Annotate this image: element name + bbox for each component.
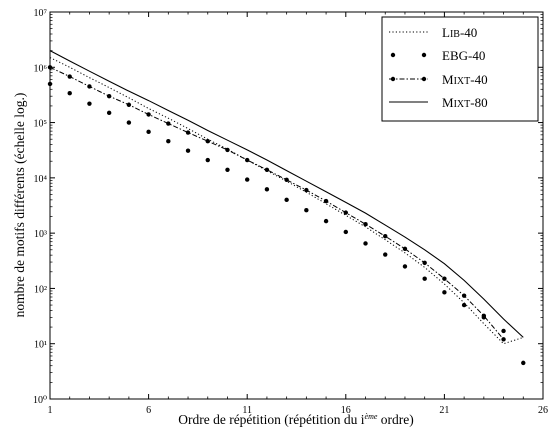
data-point — [304, 187, 309, 193]
x-tick-label: 1 — [48, 405, 53, 416]
data-point — [106, 93, 112, 99]
data-point — [126, 102, 132, 107]
data-point — [47, 65, 53, 70]
data-point — [481, 313, 487, 318]
series-line — [49, 57, 524, 345]
data-point — [442, 290, 447, 295]
data-point — [442, 276, 447, 281]
data-point — [106, 110, 112, 116]
y-tick-label: 10⁰ — [33, 395, 47, 406]
data-point — [343, 210, 348, 215]
data-point — [264, 167, 270, 172]
data-point — [264, 187, 270, 192]
data-point — [501, 328, 506, 334]
y-tick-label: 10⁴ — [34, 174, 48, 185]
y-tick-label: 10⁷ — [34, 8, 48, 19]
legend-label: EBG-40 — [442, 48, 485, 63]
data-point — [363, 222, 368, 227]
x-tick-label: 6 — [146, 405, 151, 416]
legend-marker — [390, 52, 396, 58]
data-point — [323, 218, 329, 224]
data-point — [67, 74, 72, 79]
legend-marker — [390, 76, 396, 82]
y-tick-label: 10³ — [34, 229, 47, 240]
legend-label: MIXT-80 — [442, 95, 488, 110]
data-point — [304, 208, 309, 213]
y-tick-label: 10¹ — [34, 340, 47, 351]
data-point — [383, 252, 388, 257]
data-point — [323, 198, 329, 204]
data-point — [245, 177, 250, 182]
data-point — [402, 246, 408, 252]
data-point — [521, 360, 526, 366]
data-point — [166, 121, 171, 126]
data-point — [126, 120, 132, 125]
series-line — [49, 50, 524, 338]
data-point — [146, 129, 151, 135]
legend-marker — [421, 52, 427, 58]
data-point — [225, 147, 230, 153]
data-point — [461, 293, 467, 298]
legend-label: LIB-40 — [442, 25, 477, 40]
data-point — [67, 90, 72, 96]
series-layer — [47, 50, 526, 366]
data-point — [166, 139, 171, 144]
x-tick-label: 16 — [341, 405, 351, 416]
series-mixt-40 — [47, 65, 506, 342]
data-point — [205, 157, 210, 163]
data-point — [245, 157, 250, 163]
data-point — [501, 337, 506, 342]
y-tick-label: 10² — [34, 284, 47, 295]
data-point — [185, 148, 191, 153]
x-tick-label: 21 — [439, 405, 449, 416]
data-point — [343, 229, 348, 235]
legend-marker — [421, 76, 427, 82]
legend: LIB-40 EBG-40 MIXT-40 MIXT-80 — [381, 16, 539, 122]
x-axis-title: Ordre de répétition (répétition du ième … — [178, 412, 414, 427]
y-tick-label: 10⁵ — [34, 119, 48, 130]
data-point — [47, 81, 53, 87]
data-point — [383, 234, 388, 239]
data-point — [422, 276, 427, 281]
data-point — [363, 241, 368, 246]
data-point — [402, 264, 408, 269]
series-mixt-80 — [49, 50, 524, 338]
data-point — [185, 130, 191, 135]
y-tick-label: 10⁶ — [34, 63, 48, 74]
y-axis-title: nombre de motifs différents (échelle log… — [12, 93, 27, 318]
x-tick-label: 11 — [242, 405, 252, 416]
data-point — [225, 167, 230, 172]
legend-label: MIXT-40 — [442, 72, 488, 87]
data-point — [205, 139, 210, 144]
data-point — [146, 112, 151, 117]
legend-box — [381, 16, 539, 122]
data-point — [87, 84, 92, 89]
series-ebg-40 — [47, 81, 526, 366]
data-point — [284, 197, 289, 203]
data-point — [87, 101, 92, 106]
data-point — [284, 177, 289, 183]
data-point — [422, 260, 427, 266]
x-tick-label: 26 — [538, 405, 548, 416]
series-line — [49, 66, 504, 340]
series-lib-40 — [49, 57, 524, 345]
data-point — [461, 302, 467, 308]
